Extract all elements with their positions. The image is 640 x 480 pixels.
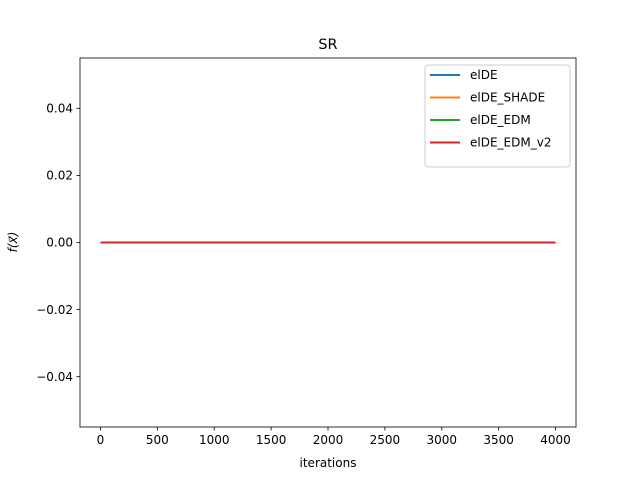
legend-box bbox=[424, 64, 571, 168]
plot-frame bbox=[79, 57, 577, 428]
legend-label: elDE_SHADE bbox=[470, 91, 545, 105]
y-tick-label: −0.02 bbox=[36, 303, 73, 317]
legend-label: elDE_EDM_v2 bbox=[470, 136, 551, 150]
y-tick-label: 0.04 bbox=[46, 102, 73, 116]
y-tick-label: 0.02 bbox=[46, 169, 73, 183]
x-tick-label: 500 bbox=[146, 433, 169, 447]
x-tick-label: 0 bbox=[97, 433, 105, 447]
x-tick-label: 4000 bbox=[540, 433, 571, 447]
x-axis-ticks: 0 500 1000 1500 2000 2500 3000 3500 4000 bbox=[97, 427, 571, 447]
x-tick-label: 3500 bbox=[483, 433, 514, 447]
chart-title: SR bbox=[318, 37, 337, 53]
legend-label: elDE_EDM bbox=[470, 113, 531, 127]
legend-label: elDE bbox=[470, 68, 498, 82]
y-tick-label: −0.04 bbox=[36, 370, 73, 384]
x-tick-label: 1000 bbox=[199, 433, 230, 447]
x-tick-label: 1500 bbox=[256, 433, 287, 447]
y-tick-label: 0.00 bbox=[46, 236, 73, 250]
y-axis-ticks: −0.04 −0.02 0.00 0.02 0.04 bbox=[36, 102, 80, 384]
x-tick-label: 2000 bbox=[313, 433, 344, 447]
x-tick-label: 2500 bbox=[370, 433, 401, 447]
legend: elDE elDE_SHADE elDE_EDM elDE_EDM_v2 bbox=[424, 64, 571, 168]
x-axis-label: iterations bbox=[300, 456, 357, 470]
x-tick-label: 3000 bbox=[426, 433, 457, 447]
y-axis-label: f(x⃗) bbox=[6, 232, 20, 253]
